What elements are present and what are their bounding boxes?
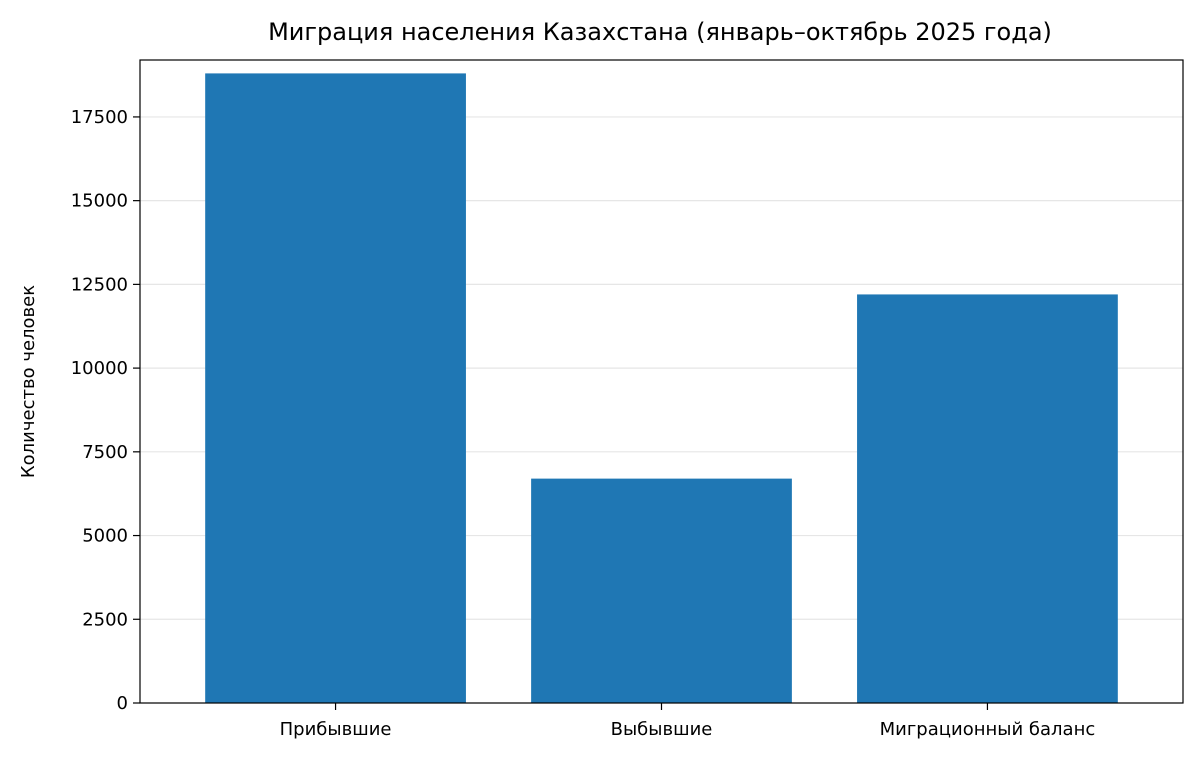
y-tick-label: 7500 xyxy=(82,442,128,463)
y-axis-label: Количество человек xyxy=(18,285,39,478)
y-tick-label: 5000 xyxy=(82,526,128,547)
y-tick-label: 2500 xyxy=(82,609,128,630)
x-tick-label: Миграционный баланс xyxy=(880,719,1096,740)
y-tick-label: 0 xyxy=(117,693,128,714)
y-tick-label: 15000 xyxy=(71,191,128,212)
y-axis-ticks: 0 2500 5000 7500 10000 12500 15000 17500 xyxy=(71,107,140,714)
bars xyxy=(205,73,1118,704)
x-tick-label: Выбывшие xyxy=(611,719,713,740)
bar-1 xyxy=(205,73,466,704)
bar-2 xyxy=(531,478,792,703)
chart-title: Миграция населения Казахстана (январь–ок… xyxy=(268,18,1052,46)
y-tick-label: 10000 xyxy=(71,358,128,379)
y-tick-label: 12500 xyxy=(71,274,128,295)
y-tick-label: 17500 xyxy=(71,107,128,128)
x-tick-label: Прибывшие xyxy=(280,719,392,740)
x-axis-ticks: Прибывшие Выбывшие Миграционный баланс xyxy=(280,703,1096,740)
plot-frame xyxy=(139,59,1184,704)
bar-3 xyxy=(857,294,1118,703)
